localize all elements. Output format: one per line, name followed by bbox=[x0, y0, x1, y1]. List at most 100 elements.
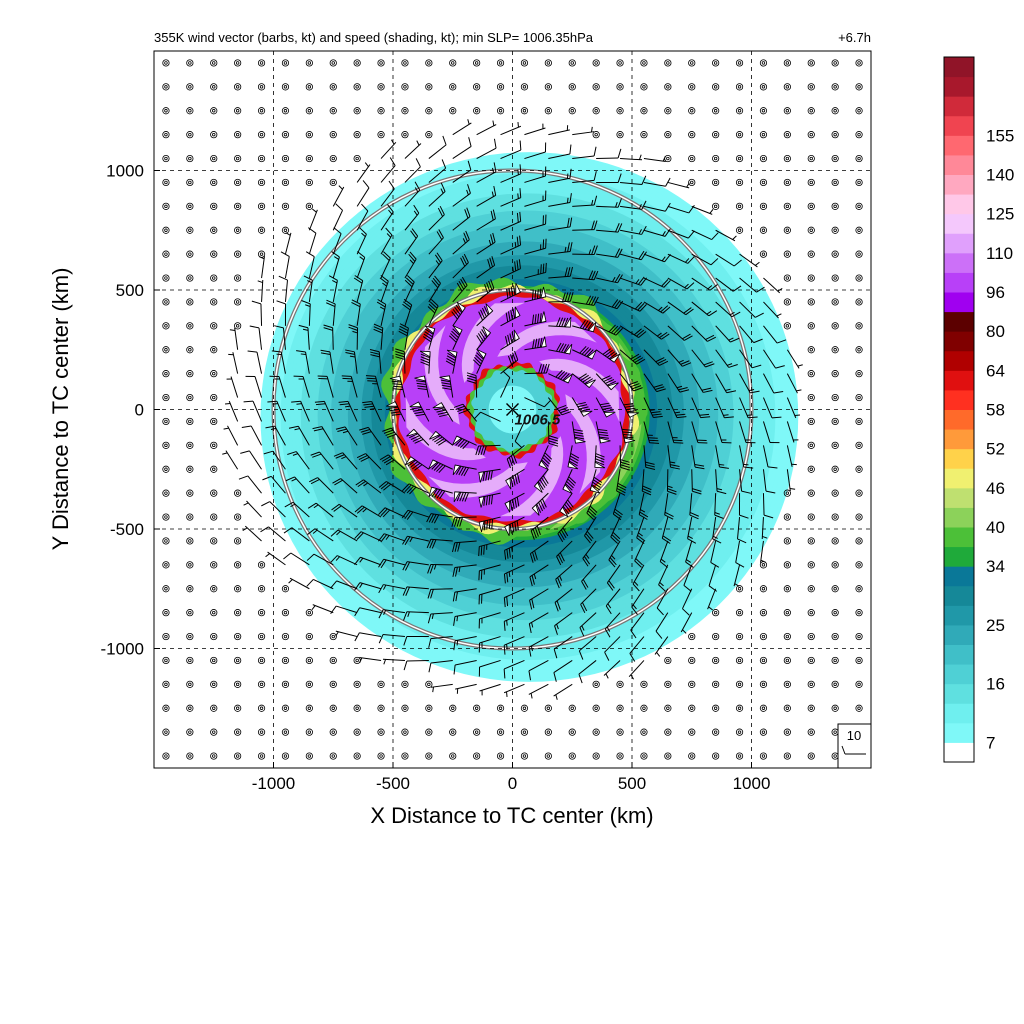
barb-shaft bbox=[374, 376, 382, 398]
barb-shaft bbox=[428, 305, 439, 327]
barb-feather bbox=[548, 442, 559, 447]
calm-barb bbox=[783, 728, 791, 736]
wind-barb bbox=[478, 564, 501, 581]
barb-feather bbox=[503, 668, 506, 679]
barb-feather bbox=[592, 479, 602, 486]
barb-feather bbox=[406, 511, 414, 520]
barb-feather bbox=[631, 606, 638, 615]
calm-barb-inner bbox=[164, 204, 168, 209]
barb-shaft bbox=[643, 158, 666, 162]
barb-feather bbox=[585, 533, 593, 542]
barb-feather bbox=[593, 171, 597, 181]
wind-barb bbox=[445, 349, 458, 374]
calm-barb-inner bbox=[737, 730, 742, 734]
barb-pennant bbox=[456, 301, 466, 313]
calm-barb-inner bbox=[666, 85, 670, 89]
x-tick-label: 1000 bbox=[733, 774, 771, 793]
barb-key-label: 10 bbox=[847, 728, 861, 743]
wind-barb bbox=[572, 319, 597, 333]
tc-center-marker bbox=[506, 403, 519, 416]
barb-feather bbox=[507, 334, 511, 345]
barb-shaft bbox=[428, 167, 446, 183]
barb-feather bbox=[423, 333, 433, 340]
barb-feather bbox=[609, 352, 618, 360]
wind-barb bbox=[452, 435, 477, 450]
calm-barb bbox=[592, 752, 600, 760]
barb-feather bbox=[380, 508, 388, 517]
barb-feather bbox=[513, 285, 516, 295]
calm-barb-inner bbox=[570, 85, 574, 89]
calm-barb-inner bbox=[212, 109, 216, 113]
barb-shaft bbox=[404, 212, 420, 231]
barb-shaft bbox=[404, 281, 415, 303]
barb-shaft bbox=[667, 229, 689, 239]
barb-feather bbox=[543, 363, 548, 374]
wind-barb bbox=[403, 659, 429, 671]
barb-feather bbox=[492, 232, 496, 243]
calm-barb bbox=[425, 83, 433, 91]
calm-barb bbox=[353, 680, 361, 688]
calm-barb bbox=[759, 752, 768, 760]
calm-barb bbox=[377, 83, 385, 91]
wind-barb bbox=[548, 369, 573, 384]
calm-barb bbox=[807, 322, 815, 330]
barb-feather bbox=[601, 404, 611, 408]
barb-feather bbox=[440, 379, 451, 383]
barb-shaft bbox=[428, 283, 441, 303]
calm-barb bbox=[353, 704, 361, 712]
barb-shaft bbox=[548, 153, 570, 160]
barb-feather bbox=[267, 400, 277, 403]
wind-barb bbox=[307, 227, 317, 255]
barb-feather bbox=[288, 425, 299, 429]
wind-barb bbox=[733, 564, 741, 587]
calm-barb-inner bbox=[857, 419, 861, 424]
colorbar-label: 34 bbox=[986, 557, 1005, 576]
barb-feather bbox=[417, 387, 428, 391]
barb-feather bbox=[399, 325, 409, 332]
barb-feather bbox=[534, 289, 537, 300]
barb-half-feather bbox=[336, 530, 341, 536]
wind-barb bbox=[355, 479, 382, 494]
barb-shaft bbox=[428, 260, 443, 279]
calm-barb bbox=[520, 83, 529, 91]
calm-barb bbox=[688, 107, 696, 115]
calm-barb-inner bbox=[451, 730, 455, 734]
calm-barb bbox=[616, 728, 624, 736]
calm-barb bbox=[616, 131, 624, 139]
calm-barb bbox=[592, 728, 600, 736]
barb-half-feather bbox=[517, 121, 519, 128]
wind-barb bbox=[362, 401, 382, 422]
barb-feather bbox=[567, 499, 574, 508]
wind-barb bbox=[428, 659, 453, 673]
wind-barb bbox=[478, 492, 501, 508]
barb-pennant bbox=[452, 464, 461, 476]
wind-barb bbox=[503, 588, 525, 608]
calm-barb-inner bbox=[235, 156, 240, 161]
barb-feather bbox=[514, 498, 518, 508]
calm-barb bbox=[234, 537, 242, 545]
barb-shaft bbox=[383, 558, 406, 566]
calm-barb-inner bbox=[212, 300, 216, 304]
barb-feather bbox=[392, 383, 402, 386]
barb-feather bbox=[602, 348, 611, 355]
barb-half-feather bbox=[514, 241, 517, 248]
calm-barb-inner bbox=[666, 658, 670, 663]
barb-shaft bbox=[407, 509, 430, 518]
calm-barb bbox=[807, 465, 815, 473]
barb-shaft bbox=[268, 526, 286, 542]
calm-barb bbox=[831, 465, 839, 473]
x-tick-label: -1000 bbox=[252, 774, 295, 793]
barb-shaft bbox=[452, 262, 469, 279]
barb-pennant bbox=[505, 477, 512, 490]
calm-barb bbox=[855, 322, 863, 330]
barb-feather bbox=[323, 327, 333, 331]
barb-half-feather bbox=[359, 557, 364, 563]
wind-barb bbox=[476, 256, 496, 279]
calm-barb-inner bbox=[785, 563, 790, 567]
barb-feather bbox=[569, 242, 573, 252]
barb-shaft bbox=[504, 612, 525, 622]
barb-feather bbox=[601, 375, 611, 381]
barb-feather bbox=[441, 159, 447, 169]
barb-shaft bbox=[762, 445, 769, 467]
calm-barb-inner bbox=[403, 61, 407, 65]
